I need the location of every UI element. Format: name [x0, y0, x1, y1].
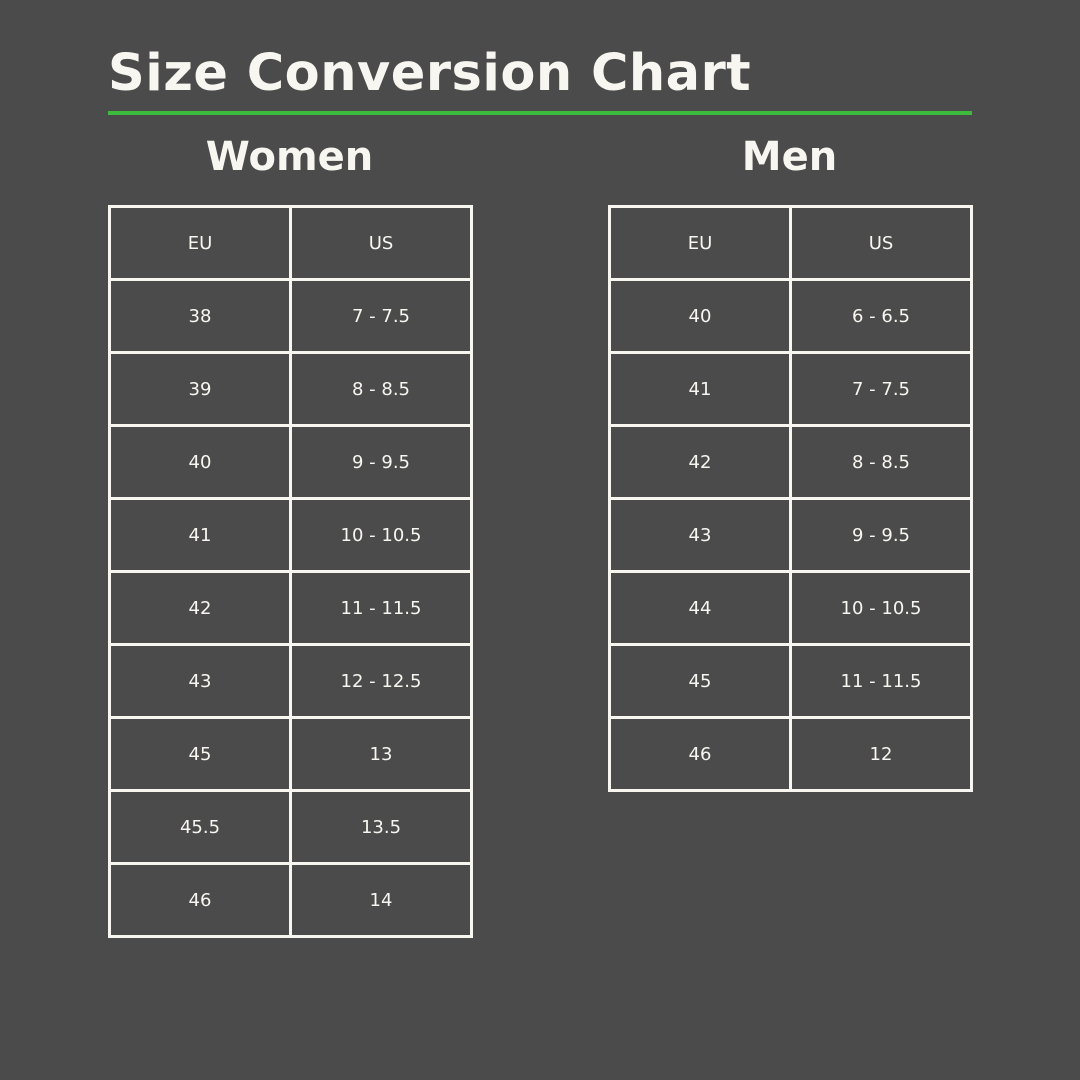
column-header: US [789, 205, 973, 281]
women-size-table: EU US 38 7 - 7.5 39 8 - 8.5 40 9 - 9.5 41 10 - 10… [108, 205, 473, 938]
us-size-cell: 10 - 10.5 [289, 497, 473, 573]
eu-size-cell: 43 [108, 643, 292, 719]
table-row: 41 10 - 10.5 [108, 497, 473, 573]
us-size-cell: 13 [289, 716, 473, 792]
eu-size-cell: 45 [108, 716, 292, 792]
eu-size-cell: 42 [108, 570, 292, 646]
eu-size-cell: 43 [608, 497, 792, 573]
men-size-table: EU US 40 6 - 6.5 41 7 - 7.5 42 8 - 8.5 43 9 - 9.5… [608, 205, 973, 792]
women-heading: Women [205, 134, 374, 180]
table-row: 42 8 - 8.5 [608, 424, 973, 500]
us-size-cell: 13.5 [289, 789, 473, 865]
table-header-row: EU US [608, 205, 973, 281]
table-row: 46 14 [108, 862, 473, 938]
us-size-cell: 10 - 10.5 [789, 570, 973, 646]
page-title: Size Conversion Chart [108, 44, 752, 103]
us-size-cell: 6 - 6.5 [789, 278, 973, 354]
column-header: EU [608, 205, 792, 281]
us-size-cell: 14 [289, 862, 473, 938]
table-row: 46 12 [608, 716, 973, 792]
eu-size-cell: 46 [108, 862, 292, 938]
eu-size-cell: 44 [608, 570, 792, 646]
us-size-cell: 8 - 8.5 [289, 351, 473, 427]
eu-size-cell: 41 [108, 497, 292, 573]
title-underline [108, 111, 972, 115]
us-size-cell: 12 - 12.5 [289, 643, 473, 719]
us-size-cell: 11 - 11.5 [789, 643, 973, 719]
eu-size-cell: 42 [608, 424, 792, 500]
table-row: 39 8 - 8.5 [108, 351, 473, 427]
eu-size-cell: 41 [608, 351, 792, 427]
table-row: 43 9 - 9.5 [608, 497, 973, 573]
table-row: 43 12 - 12.5 [108, 643, 473, 719]
us-size-cell: 8 - 8.5 [789, 424, 973, 500]
eu-size-cell: 40 [608, 278, 792, 354]
table-row: 38 7 - 7.5 [108, 278, 473, 354]
eu-size-cell: 38 [108, 278, 292, 354]
eu-size-cell: 45.5 [108, 789, 292, 865]
us-size-cell: 7 - 7.5 [289, 278, 473, 354]
table-row: 42 11 - 11.5 [108, 570, 473, 646]
table-row: 45 13 [108, 716, 473, 792]
table-row: 44 10 - 10.5 [608, 570, 973, 646]
us-size-cell: 7 - 7.5 [789, 351, 973, 427]
table-row: 45 11 - 11.5 [608, 643, 973, 719]
column-header: US [289, 205, 473, 281]
table-row: 40 9 - 9.5 [108, 424, 473, 500]
eu-size-cell: 46 [608, 716, 792, 792]
table-row: 45.5 13.5 [108, 789, 473, 865]
us-size-cell: 12 [789, 716, 973, 792]
eu-size-cell: 39 [108, 351, 292, 427]
column-header: EU [108, 205, 292, 281]
us-size-cell: 9 - 9.5 [289, 424, 473, 500]
us-size-cell: 9 - 9.5 [789, 497, 973, 573]
men-heading: Men [741, 134, 838, 180]
eu-size-cell: 40 [108, 424, 292, 500]
us-size-cell: 11 - 11.5 [289, 570, 473, 646]
table-row: 41 7 - 7.5 [608, 351, 973, 427]
table-header-row: EU US [108, 205, 473, 281]
table-row: 40 6 - 6.5 [608, 278, 973, 354]
eu-size-cell: 45 [608, 643, 792, 719]
